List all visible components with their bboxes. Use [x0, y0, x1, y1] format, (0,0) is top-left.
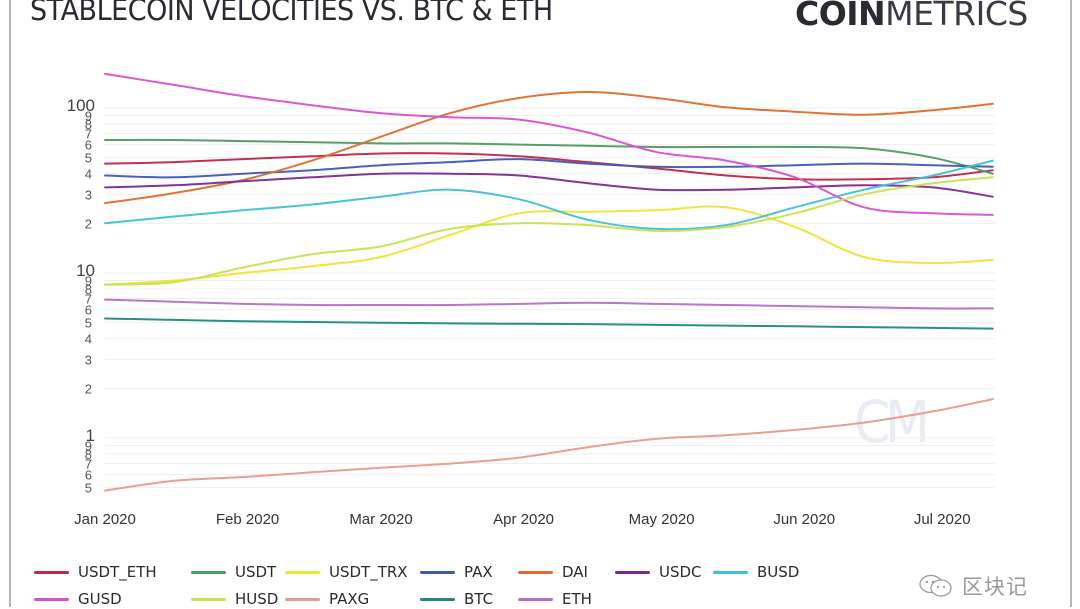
y-tick-label: 4: [85, 167, 92, 182]
legend-swatch: [420, 597, 455, 601]
x-tick-label: Jun 2020: [773, 511, 835, 528]
legend-swatch: [191, 597, 226, 601]
legend-label: USDT_ETH: [78, 563, 157, 581]
legend-swatch: [615, 570, 650, 574]
y-tick-label: 4: [85, 332, 92, 347]
y-tick-label: 5: [85, 316, 92, 331]
y-tick-label: 6: [85, 468, 92, 483]
footer-watermark-text: 区块记: [962, 575, 1028, 599]
legend-swatch: [285, 597, 320, 601]
y-tick-label: 9: [85, 274, 92, 289]
series-line-pax: [104, 158, 994, 179]
legend-label: BUSD: [757, 563, 800, 581]
series-line-gusd: [104, 72, 994, 216]
x-tick-label: Feb 2020: [216, 511, 279, 528]
y-tick-label: 7: [85, 127, 92, 142]
y-tick-label: 2: [85, 216, 92, 231]
x-tick-label: Jul 2020: [914, 511, 971, 528]
x-axis-ticks: Jan 2020 Feb 2020 Mar 2020 Apr 2020 May 2020…: [74, 511, 970, 528]
legend-item-usdt-eth[interactable]: USDT_ETH: [34, 562, 157, 582]
y-tick-label: 5: [85, 151, 92, 166]
x-tick-label: Jan 2020: [74, 511, 136, 528]
legend-item-usdt-trx[interactable]: USDT_TRX: [285, 562, 408, 582]
legend-item-paxg[interactable]: PAXG: [285, 589, 369, 609]
x-tick-label: May 2020: [629, 511, 695, 528]
y-tick-label: 3: [85, 187, 92, 202]
legend-item-husd[interactable]: HUSD: [191, 589, 278, 609]
y-tick-label: 9: [85, 109, 92, 124]
series-line-dai: [104, 91, 994, 205]
legend-swatch: [34, 570, 69, 574]
series-line-btc: [104, 317, 994, 330]
series-lines: [104, 72, 994, 492]
legend-label: ETH: [562, 590, 592, 608]
legend-item-busd[interactable]: BUSD: [713, 562, 799, 582]
legend-swatch: [518, 597, 553, 601]
y-tick-label: 10: [76, 261, 95, 280]
y-tick-label: 6: [85, 138, 92, 153]
legend-item-pax[interactable]: PAX: [420, 562, 493, 582]
legend-swatch: [518, 570, 553, 574]
legend-label: USDT_TRX: [329, 563, 408, 581]
y-tick-label: 7: [85, 457, 92, 472]
legend-swatch: [34, 597, 69, 601]
legend-label: PAX: [464, 563, 493, 581]
legend-label: HUSD: [235, 590, 279, 608]
series-line-usdc: [104, 172, 994, 198]
legend-label: DAI: [562, 563, 588, 581]
series-line-busd: [104, 159, 994, 231]
logo-bold-part: COIN: [795, 0, 886, 33]
y-tick-label: 7: [85, 292, 92, 307]
frame-border-left: [9, 0, 11, 607]
legend-label: PAXG: [329, 590, 370, 608]
series-line-usdt-eth: [104, 152, 994, 181]
y-tick-label: 8: [85, 117, 92, 132]
series-line-paxg: [104, 398, 994, 492]
legend-label: USDC: [659, 563, 702, 581]
x-tick-label: Apr 2020: [493, 511, 554, 528]
series-line-usdt-trx: [104, 205, 994, 286]
footer-watermark: 区块记: [918, 571, 1028, 601]
series-line-eth: [104, 298, 994, 310]
x-tick-label: Mar 2020: [349, 511, 412, 528]
y-tick-label: 9: [85, 439, 92, 454]
y-tick-label: 5: [85, 481, 92, 496]
logo-light-part: METRICS: [885, 0, 1028, 33]
wechat-bubble-icon: [919, 574, 952, 597]
legend-swatch: [420, 570, 455, 574]
y-tick-label: 6: [85, 303, 92, 318]
legend-label: GUSD: [78, 590, 122, 608]
y-tick-label: 2: [85, 381, 92, 396]
y-tick-label: 8: [85, 282, 92, 297]
gridlines: [105, 107, 995, 489]
series-line-husd: [104, 176, 994, 286]
legend-item-btc[interactable]: BTC: [420, 589, 493, 609]
y-tick-label: 1: [86, 426, 95, 445]
legend-label: USDT: [235, 563, 277, 581]
series-line-usdt: [104, 138, 994, 175]
legend-swatch: [713, 570, 748, 574]
y-tick-label: 3: [85, 352, 92, 367]
y-tick-label: 100: [67, 96, 95, 115]
legend-item-dai[interactable]: DAI: [518, 562, 588, 582]
legend-item-eth[interactable]: ETH: [518, 589, 592, 609]
legend-swatch: [191, 570, 226, 574]
legend-label: BTC: [464, 590, 494, 608]
legend-item-gusd[interactable]: GUSD: [34, 589, 122, 609]
legend-item-usdc[interactable]: USDC: [615, 562, 702, 582]
legend-swatch: [285, 570, 320, 574]
y-tick-label: 8: [85, 447, 92, 462]
chart-title: STABLECOIN VELOCITIES VS. BTC & ETH: [30, 0, 553, 27]
legend-item-usdt[interactable]: USDT: [191, 562, 276, 582]
frame-border-right: [1070, 0, 1072, 607]
coinmetrics-logo: COINMETRICS: [795, 0, 1028, 33]
